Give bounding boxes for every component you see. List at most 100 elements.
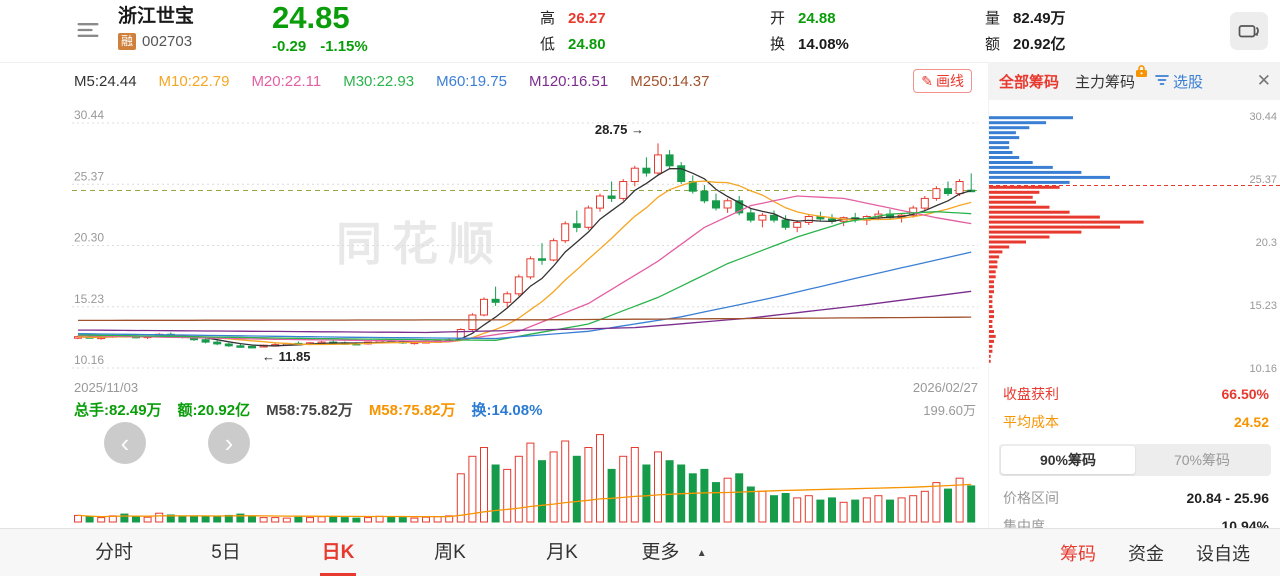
margin-badge: 融: [118, 33, 137, 50]
concentration-value: 10.94%: [1221, 518, 1269, 528]
high-label: 高: [540, 10, 556, 27]
caret-up-icon: ▲: [696, 548, 707, 559]
turnover-value: 14.08%: [798, 36, 849, 53]
period-tabs: 分时 5日 日K 周K 月K 更多 ▲: [0, 529, 730, 576]
svg-text:25.37: 25.37: [1249, 174, 1277, 186]
funds-button[interactable]: 资金: [1128, 543, 1164, 564]
ma250-label: M250:14.37: [630, 72, 710, 90]
svg-text:15.23: 15.23: [74, 292, 104, 306]
low-value: 24.80: [568, 36, 606, 53]
tab-daily-k-label: 日K: [321, 542, 355, 563]
price-range-row: 价格区间 20.84 - 25.96: [1003, 488, 1269, 508]
svg-text:20.3: 20.3: [1256, 237, 1277, 249]
price-range-label: 价格区间: [1003, 490, 1059, 506]
price-range-value: 20.84 - 25.96: [1186, 490, 1269, 506]
tab-daily-k[interactable]: 日K: [282, 529, 394, 576]
svg-text:25.37: 25.37: [74, 169, 104, 183]
tab-90-percent-chips[interactable]: 90%筹码: [1001, 446, 1135, 474]
tab-more[interactable]: 更多 ▲: [618, 529, 730, 576]
change-value: -0.29: [272, 38, 307, 55]
arrow-left-icon: ‹: [120, 428, 130, 458]
open-label: 开: [770, 10, 786, 27]
current-price: 24.85: [272, 0, 350, 35]
menu-back-icon[interactable]: [74, 16, 102, 44]
start-date: 2025/11/03: [74, 380, 139, 395]
low-label: 低: [540, 36, 556, 53]
chip-range-tabs: 90%筹码 70%筹码: [999, 444, 1271, 476]
turnover-label2: 换:14.08%: [471, 401, 543, 419]
turnover-label: 换: [770, 36, 786, 53]
kline-pane: M5:24.44 M10:22.79 M20:22.11 M30:22.93 M…: [0, 62, 988, 528]
tab-stock-picker-label: 选股: [1173, 73, 1204, 91]
active-tab-underline: [320, 573, 356, 576]
lock-icon: [1136, 64, 1148, 77]
high-low-block: 高 26.27 低 24.80: [540, 6, 606, 58]
rotate-screen-icon[interactable]: [1230, 12, 1268, 50]
tab-weekly-k[interactable]: 周K: [434, 542, 466, 563]
ma-indicator-bar: M5:24.44 M10:22.79 M20:22.11 M30:22.93 M…: [0, 62, 988, 100]
svg-text:← 11.85: ← 11.85: [262, 349, 310, 364]
arrow-right-icon: ›: [224, 428, 234, 458]
stock-code: 002703: [142, 33, 193, 50]
chip-distribution-chart[interactable]: 30.44 25.37 20.3 15.23 10.16: [989, 100, 1280, 382]
open-value: 24.88: [798, 10, 836, 27]
high-value: 26.27: [568, 10, 606, 27]
tab-monthly-k[interactable]: 月K: [546, 542, 578, 563]
chip-distribution-panel: 全部筹码 主力筹码 选股 ✕ 30.44 25.37 20.3 15.23 10.16 …: [988, 62, 1280, 528]
volume-amount-block: 量 82.49万 额 20.92亿: [985, 6, 1066, 58]
closing-profit-value: 66.50%: [1221, 386, 1269, 402]
amount-label2: 额:20.92亿: [177, 401, 251, 419]
price-change: -0.29 -1.15%: [272, 38, 368, 55]
total-hands-label: 总手:82.49万: [74, 401, 162, 419]
change-percent: -1.15%: [320, 38, 368, 55]
ma30-label: M30:22.93: [343, 72, 415, 90]
tab-main-chips[interactable]: 主力筹码: [1075, 64, 1148, 92]
top-bar: 浙江世宝 融 002703 24.85 -0.29 -1.15% 高 26.27 …: [0, 0, 1280, 63]
tab-all-chips[interactable]: 全部筹码: [999, 73, 1060, 91]
draw-line-button[interactable]: ✎ 画线: [913, 69, 972, 93]
tab-main-chips-label: 主力筹码: [1075, 73, 1136, 91]
closing-profit-row: 收盘获利 66.50%: [1003, 384, 1269, 404]
svg-text:28.75 →: 28.75 →: [595, 122, 644, 137]
volume-chart[interactable]: [0, 420, 988, 528]
chips-button[interactable]: 筹码: [1060, 543, 1096, 564]
chip-panel-tabs: 全部筹码 主力筹码 选股 ✕: [989, 62, 1280, 100]
vol-ma-label-1: M58:75.82万: [266, 401, 353, 419]
volume-indicator-bar: 总手:82.49万 额:20.92亿 M58:75.82万 M58:75.82万…: [0, 398, 988, 420]
tab-intraday[interactable]: 分时: [94, 542, 133, 563]
ma60-label: M60:19.75: [436, 72, 507, 90]
watermark: 同花顺: [336, 218, 504, 270]
tab-5day[interactable]: 5日: [211, 542, 241, 563]
tab-70-percent-chips[interactable]: 70%筹码: [1173, 452, 1231, 468]
filter-icon: [1155, 73, 1169, 90]
pencil-icon: ✎: [921, 72, 933, 89]
date-axis: 2025/11/03 2026/02/27: [0, 380, 988, 398]
add-watchlist-button[interactable]: 设自选: [1196, 543, 1250, 564]
ma120-label: M120:16.51: [529, 72, 609, 90]
concentration-label: 集中度: [1003, 518, 1045, 528]
close-icon[interactable]: ✕: [1256, 71, 1271, 90]
ma10-label: M10:22.79: [158, 72, 230, 90]
volume-value: 82.49万: [1013, 10, 1066, 27]
amount-label: 额: [985, 36, 1001, 53]
volume-label: 量: [985, 10, 1001, 27]
volume-scale-max: 199.60万: [923, 403, 976, 418]
svg-text:10.16: 10.16: [74, 353, 104, 367]
pan-right-button[interactable]: ›: [208, 422, 250, 464]
pan-left-button[interactable]: ‹: [104, 422, 146, 464]
average-cost-row: 平均成本 24.52: [1003, 412, 1269, 432]
tab-more-label: 更多: [641, 542, 680, 563]
draw-line-label: 画线: [936, 73, 964, 89]
tab-stock-picker[interactable]: 选股: [1155, 71, 1203, 92]
end-date: 2026/02/27: [912, 380, 978, 395]
open-turnover-block: 开 24.88 换 14.08%: [770, 6, 849, 58]
svg-text:15.23: 15.23: [1249, 300, 1277, 312]
svg-text:20.30: 20.30: [74, 231, 104, 245]
bottom-tab-bar: 分时 5日 日K 周K 月K 更多 ▲ 筹码 资金 设自选: [0, 528, 1280, 576]
concentration-row: 集中度 10.94%: [1003, 516, 1269, 528]
kline-chart[interactable]: 30.44 25.37 20.30 15.23 10.16 28.75 → ← 11.85: [0, 100, 988, 380]
stock-name: 浙江世宝: [118, 6, 195, 27]
tool-buttons: 筹码 资金 设自选: [1044, 540, 1280, 566]
vol-ma-label-2: M58:75.82万: [368, 401, 456, 419]
ma20-label: M20:22.11: [251, 72, 322, 90]
